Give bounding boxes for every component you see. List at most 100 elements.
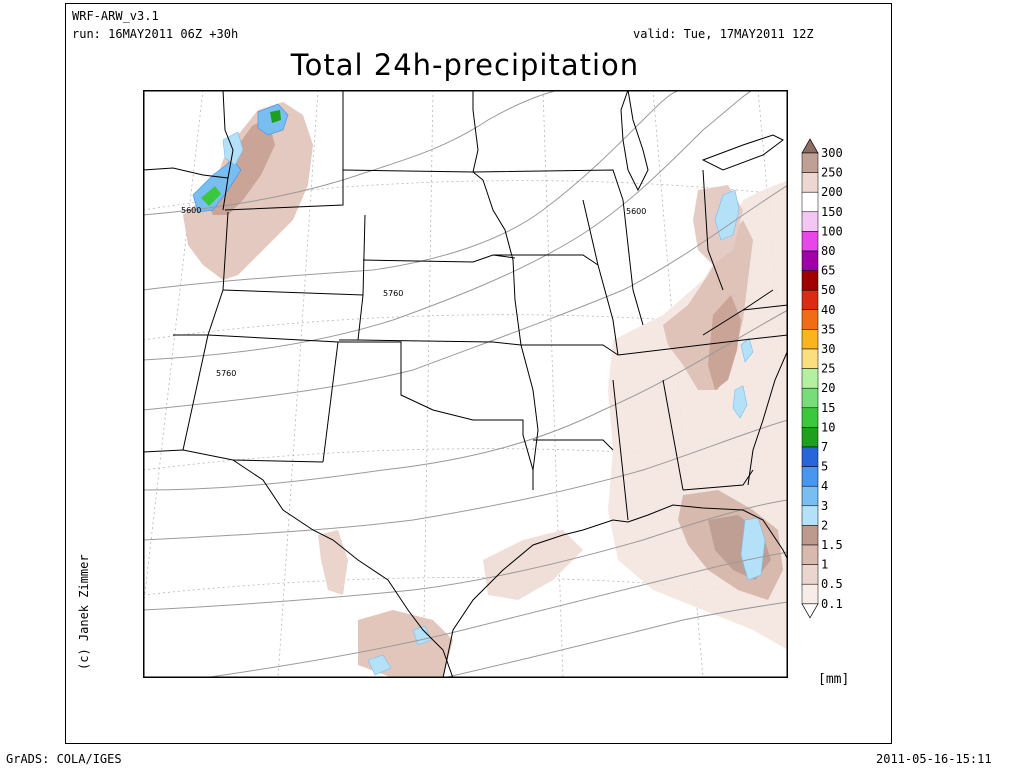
border-texas [338, 341, 534, 490]
border-wy-co [222, 211, 366, 296]
legend-label: 1 [821, 558, 828, 572]
border-missouri-river [472, 90, 479, 173]
legend-swatch [801, 289, 819, 311]
legend-label: 5 [821, 460, 828, 474]
render-timestamp: 2011-05-16-15:11 [876, 752, 992, 766]
border-va-nc [742, 304, 788, 311]
author-credit: (c) Janek Zimmer [77, 554, 91, 670]
contour-label-southwest: 5760 [216, 369, 236, 378]
legend-arrow-top [801, 138, 819, 154]
legend-arrow-bottom [801, 603, 819, 619]
legend-label: 25 [821, 362, 835, 376]
legend-swatch [801, 407, 819, 428]
legend-swatch [801, 466, 819, 487]
lake-michigan [620, 90, 649, 192]
plot-frame [65, 3, 892, 744]
legend-swatch [801, 564, 819, 585]
legend-label: 0.1 [821, 597, 843, 611]
legend-swatch [801, 270, 819, 291]
legend-label: 2 [821, 518, 828, 532]
legend-swatch [801, 505, 819, 526]
contour-labels: 5600 5760 5760 5600 [181, 206, 646, 378]
legend-label: 35 [821, 322, 835, 336]
precip-cell-bitterroot [222, 131, 244, 166]
valid-time: valid: Tue, 17MAY2011 12Z [633, 27, 814, 41]
legend-swatch [801, 583, 819, 605]
border-az-nm [182, 334, 209, 451]
legend-label: 20 [821, 381, 835, 395]
border-id-mt [222, 90, 234, 211]
legend-swatch [801, 525, 819, 546]
border-ne-ks [362, 254, 516, 263]
legend-label: 150 [821, 205, 843, 219]
lake-erie [701, 134, 784, 171]
legend-swatch [801, 211, 819, 232]
border-texas-west [143, 449, 324, 463]
precip-cell-montana-core [270, 110, 281, 123]
legend-label: 80 [821, 244, 835, 258]
legend-label: 7 [821, 440, 828, 454]
precip-cell-ohio [714, 189, 740, 241]
legend-label: 250 [821, 166, 843, 180]
border-il [582, 199, 619, 356]
border-oh-pa [702, 169, 724, 291]
legend-swatch [801, 231, 819, 252]
legend-swatch [801, 152, 819, 173]
border-wa-or [143, 167, 229, 179]
legend-label: 30 [821, 342, 835, 356]
legend-label: 0.5 [821, 577, 843, 591]
legend-label: 300 [821, 146, 843, 160]
legend-swatch [801, 329, 819, 350]
legend-label: 50 [821, 283, 835, 297]
legend-label: 3 [821, 499, 828, 513]
grads-credit: GrADS: COLA/IGES [6, 752, 122, 766]
coastline-gulf [442, 504, 788, 678]
border-ky-tn [617, 334, 788, 356]
legend-label: 200 [821, 185, 843, 199]
legend-label: 65 [821, 264, 835, 278]
precip-cell-idaho-core [201, 186, 221, 206]
border-ia-mo [493, 254, 599, 266]
legend-swatch [801, 427, 819, 448]
legend-label: 10 [821, 420, 835, 434]
legend-label: 100 [821, 224, 843, 238]
precip-cell-carolina [740, 337, 754, 363]
border-ms-al [612, 379, 629, 521]
border-ks-ok [357, 339, 522, 346]
legend-swatch [801, 544, 819, 565]
legend-swatch [801, 446, 819, 467]
border-in-oh [622, 199, 644, 326]
legend-label: 4 [821, 479, 828, 493]
border-mississippi [482, 179, 539, 471]
precipitation-legend: 300 250 200 150 100 80 65 50 40 35 30 25 20 15 10 7 5 4 3 2… [801, 138, 843, 619]
contour-label-northwest: 5600 [181, 206, 201, 215]
contour-label-central: 5760 [383, 289, 403, 298]
map-border [143, 90, 788, 678]
border-al-ga [662, 379, 684, 491]
model-name: WRF-ARW_v3.1 [72, 9, 159, 23]
precip-cell-rio-grande [367, 654, 392, 676]
coastline-atlantic [747, 349, 788, 486]
legend-label: 1.5 [821, 538, 843, 552]
legend-swatch [801, 387, 819, 409]
legend-units: [mm] [818, 672, 850, 687]
precip-cell-georgia [732, 385, 748, 419]
legend-swatch [801, 191, 819, 213]
border-mn-ia [472, 169, 624, 201]
contour-label-east: 5600 [626, 207, 646, 216]
legend-swatch [801, 172, 819, 193]
border-mo-ar [521, 344, 619, 356]
legend-swatch [801, 348, 819, 369]
precipitation-map: 5600 5760 5760 5600 [143, 90, 788, 678]
map-title: Total 24h-precipitation [290, 48, 640, 82]
legend-label: 15 [821, 401, 835, 415]
legend-label: 40 [821, 303, 835, 317]
geopotential-contours [143, 90, 788, 678]
legend-swatch [801, 485, 819, 507]
legend-swatch [801, 368, 819, 389]
state-boundaries [143, 90, 788, 678]
precip-area-texas-coast [483, 530, 583, 600]
border-ar-la [533, 439, 614, 451]
legend-swatch [801, 309, 819, 330]
legend-swatch [801, 250, 819, 271]
